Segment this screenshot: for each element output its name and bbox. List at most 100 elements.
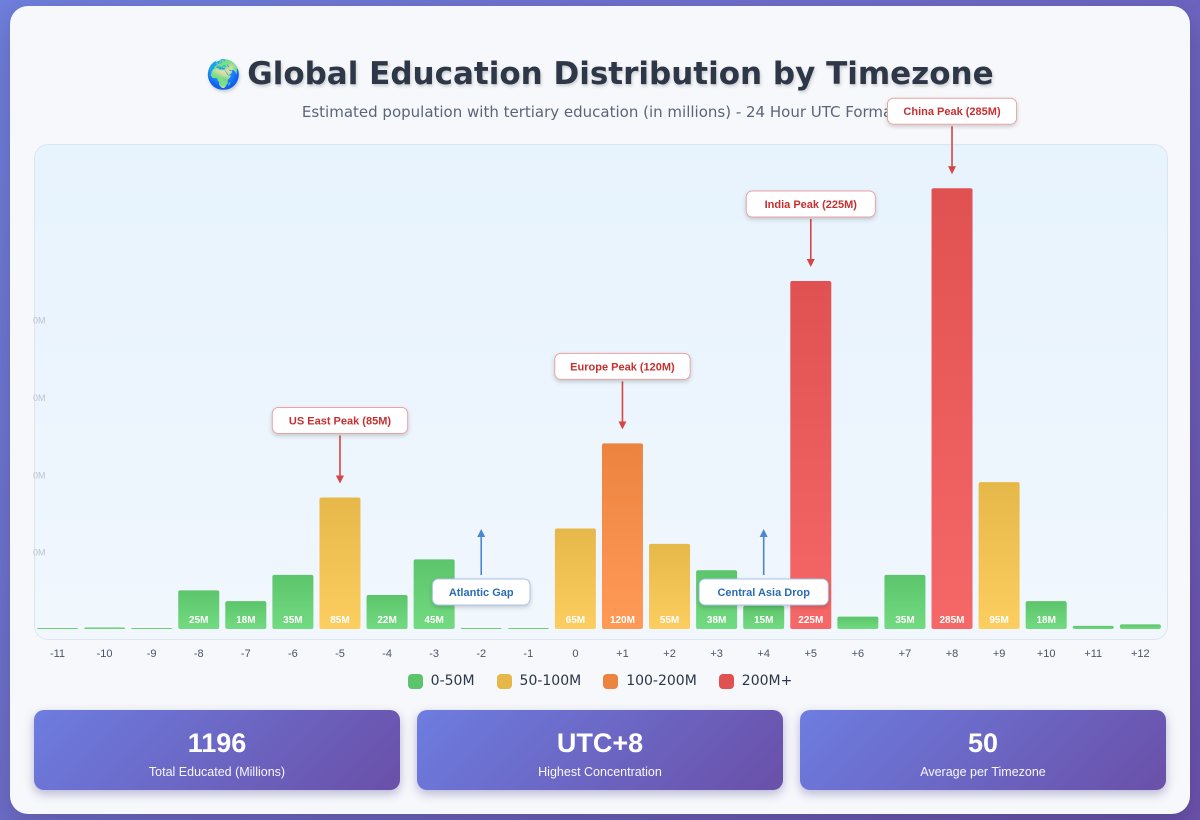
legend-label: 100-200M bbox=[626, 673, 697, 689]
bar-value-label: 65M bbox=[566, 615, 585, 626]
stat-card-highest: UTC+8 Highest Concentration bbox=[417, 710, 783, 790]
bar bbox=[37, 628, 78, 629]
bar-value-label: 120M bbox=[610, 615, 635, 626]
legend: 0-50M 50-100M 100-200M 200M+ bbox=[10, 673, 1190, 689]
annotation-label: China Peak (285M) bbox=[903, 106, 1001, 118]
stat-label-highest: Highest Concentration bbox=[538, 765, 662, 779]
page-title: 🌍 Global Education Distribution by Timezo… bbox=[10, 56, 1190, 92]
bar bbox=[743, 605, 785, 629]
bar-value-label: 38M bbox=[707, 615, 726, 626]
x-tick-label: +3 bbox=[710, 648, 723, 660]
x-tick-label: -7 bbox=[241, 648, 251, 660]
x-tick-label: -11 bbox=[50, 648, 65, 660]
annotation-box bbox=[431, 578, 531, 606]
bar bbox=[131, 628, 173, 629]
bar bbox=[507, 628, 549, 629]
bar bbox=[178, 590, 220, 629]
annotation-box bbox=[698, 578, 829, 606]
bar-value-label: 18M bbox=[236, 615, 255, 626]
stat-card-total: 1196 Total Educated (Millions) bbox=[34, 710, 400, 790]
bar-value-label: 15M bbox=[754, 615, 773, 626]
globe-icon: 🌍 bbox=[206, 58, 242, 91]
legend-label: 50-100M bbox=[519, 673, 582, 689]
bar-value-label: 285M bbox=[940, 615, 965, 626]
bar-value-label: 18M bbox=[1036, 615, 1055, 626]
legend-item: 100-200M bbox=[603, 673, 697, 689]
y-tick-label: 0M bbox=[33, 316, 46, 326]
x-tick-label: -2 bbox=[476, 648, 486, 660]
bar-value-label: 45M bbox=[424, 615, 443, 626]
x-tick-label: +12 bbox=[1131, 648, 1150, 660]
stat-value-average: 50 bbox=[967, 728, 999, 758]
page-title-text: Global Education Distribution by Timezon… bbox=[247, 56, 994, 92]
legend-swatch bbox=[603, 673, 619, 689]
x-tick-label: +1 bbox=[616, 648, 629, 660]
annotation-box bbox=[886, 97, 1018, 125]
bar bbox=[366, 594, 408, 629]
bar-value-label: 85M bbox=[330, 615, 349, 626]
legend-swatch bbox=[718, 673, 734, 689]
x-tick-label: -4 bbox=[382, 648, 392, 660]
bar-value-label: 225M bbox=[798, 615, 823, 626]
legend-item: 50-100M bbox=[496, 673, 582, 689]
stat-label-average: Average per Timezone bbox=[920, 765, 1046, 779]
bar bbox=[1072, 625, 1114, 629]
legend-label: 0-50M bbox=[430, 673, 475, 689]
legend-item: 200M+ bbox=[718, 673, 793, 689]
bar-value-label: 25M bbox=[189, 615, 208, 626]
bar bbox=[225, 601, 267, 629]
annotation-box bbox=[745, 190, 876, 218]
annotation-label: Central Asia Drop bbox=[717, 587, 810, 599]
bar-value-label: 35M bbox=[895, 615, 914, 626]
legend-item: 0-50M bbox=[407, 673, 475, 689]
annotation-label: US East Peak (85M) bbox=[289, 416, 391, 428]
bar-value-label: 55M bbox=[660, 615, 679, 626]
x-tick-label: +11 bbox=[1084, 648, 1102, 660]
bar bbox=[460, 628, 502, 629]
annotation-label: Atlantic Gap bbox=[449, 587, 514, 599]
x-tick-label: -1 bbox=[523, 648, 533, 660]
bar bbox=[649, 543, 691, 629]
x-tick-label: +10 bbox=[1037, 648, 1056, 660]
stat-card-average: 50 Average per Timezone bbox=[800, 710, 1166, 790]
annotation-label: India Peak (225M) bbox=[765, 199, 858, 211]
bar bbox=[272, 574, 314, 629]
x-tick-label: -5 bbox=[335, 648, 345, 660]
x-tick-label: -9 bbox=[147, 648, 157, 660]
stat-value-total: 1196 bbox=[187, 728, 247, 758]
chart-area: 0M 0M 0M 0M -11 -10 -9 25M -8 18M -7 35M -6 85M -5 22M -… bbox=[33, 97, 1168, 660]
bar-value-label: 22M bbox=[377, 615, 396, 626]
bar bbox=[1025, 601, 1067, 629]
annotation-box bbox=[271, 407, 409, 435]
x-tick-label: +7 bbox=[899, 648, 912, 660]
legend-label: 200M+ bbox=[741, 673, 793, 689]
y-tick-label: 0M bbox=[33, 548, 46, 558]
bar bbox=[1119, 624, 1161, 629]
x-tick-label: -3 bbox=[429, 648, 439, 660]
x-tick-label: -10 bbox=[97, 648, 113, 660]
bar bbox=[554, 528, 596, 629]
x-tick-label: +8 bbox=[946, 648, 959, 660]
legend-swatch bbox=[496, 673, 512, 689]
y-tick-label: 0M bbox=[33, 470, 46, 480]
x-tick-label: +6 bbox=[852, 648, 865, 660]
x-tick-label: +9 bbox=[993, 648, 1006, 660]
bar bbox=[790, 281, 832, 629]
bar-value-label: 95M bbox=[989, 615, 1008, 626]
annotation-label: Europe Peak (120M) bbox=[570, 361, 675, 373]
bar bbox=[319, 497, 361, 629]
stat-label-total: Total Educated (Millions) bbox=[148, 765, 286, 779]
bar bbox=[931, 188, 973, 629]
x-tick-label: -6 bbox=[288, 648, 298, 660]
stat-value-highest: UTC+8 bbox=[556, 728, 644, 758]
bar bbox=[884, 574, 926, 629]
bar bbox=[837, 616, 879, 629]
bar bbox=[601, 443, 643, 629]
y-tick-label: 0M bbox=[33, 393, 46, 403]
bar bbox=[978, 482, 1020, 629]
bar bbox=[84, 627, 126, 629]
x-tick-label: 0 bbox=[572, 648, 578, 660]
legend-swatch bbox=[407, 673, 423, 689]
x-tick-label: +4 bbox=[757, 648, 770, 660]
